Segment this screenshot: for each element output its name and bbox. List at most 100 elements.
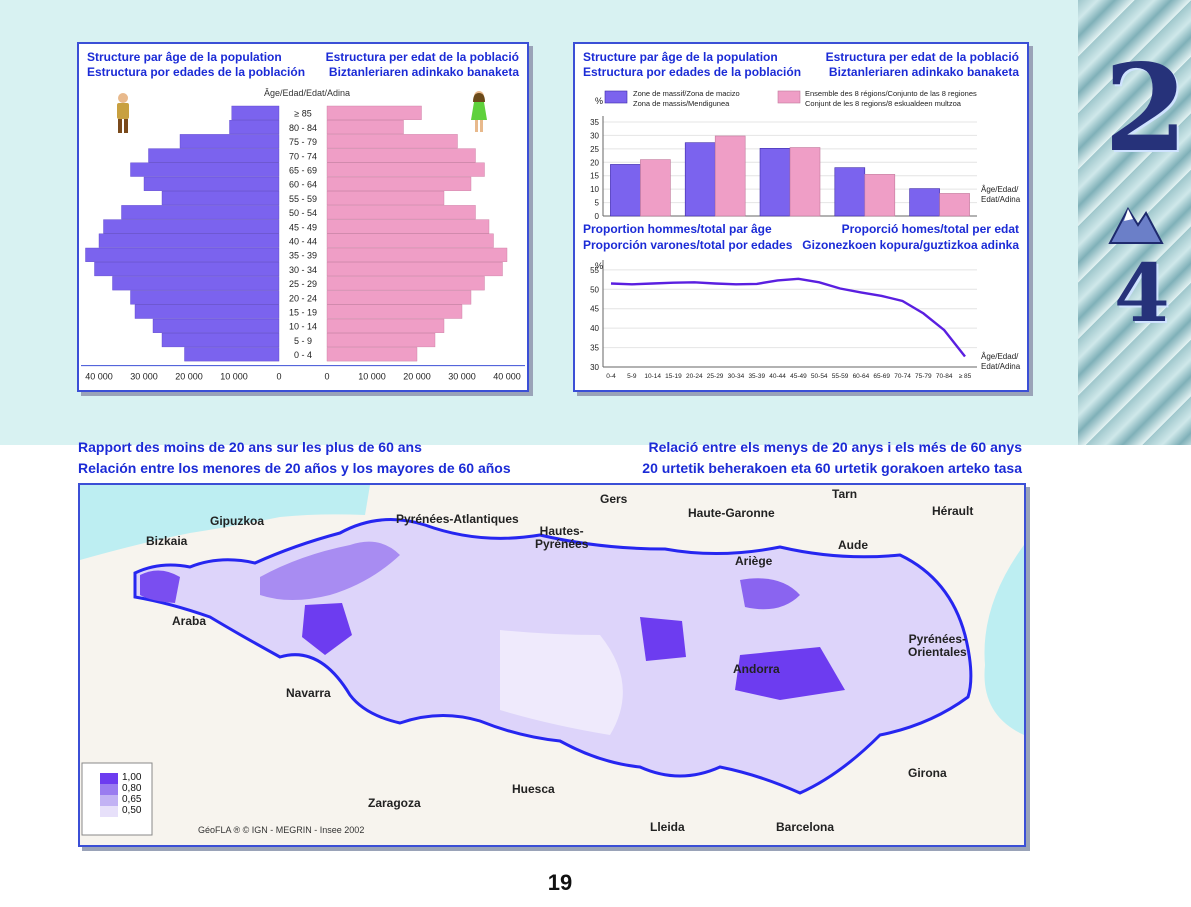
side-digit-bottom: 4 [1114, 246, 1170, 340]
page-number: 19 [547, 870, 573, 895]
map-place-label: Navarra [286, 686, 331, 700]
ratio-x-tick: 65-69 [873, 373, 890, 380]
pyramid-male-bar [130, 290, 280, 305]
pyramid-tick-right: 20 000 [403, 372, 431, 382]
pyramid-title-fr: Structure par âge de la population [87, 50, 282, 64]
ratio-x-tick: 30-34 [728, 373, 745, 380]
bars-y-tick: 20 [590, 158, 599, 167]
map-title-es: Relación entre los menores de 20 años y … [78, 460, 511, 476]
map-place-label: Barcelona [776, 820, 835, 834]
pyramid-female-bar [326, 190, 445, 206]
map-place-label: Huesca [512, 782, 555, 796]
pyramid-female-bar [326, 318, 445, 333]
map-title-fr: Rapport des moins de 20 ans sur les plus… [78, 439, 422, 455]
side-digit-top: 2 [1104, 38, 1188, 179]
map-legend-label: 1,00 [122, 772, 142, 783]
pyramid-female-bar [326, 219, 490, 234]
ratio-x-tick: 0-4 [606, 373, 616, 380]
pyramid-age-label: 80 - 84 [289, 123, 317, 133]
bars-y-tick: 5 [595, 199, 600, 208]
pyramid-age-label: 50 - 54 [289, 208, 317, 218]
pyramid-female-bar [326, 134, 458, 149]
ratio-y-tick: 40 [590, 324, 599, 333]
bars-regions-bar [864, 174, 896, 217]
pyramid-male-bar [134, 304, 280, 319]
map-legend-label: 0,65 [122, 794, 142, 805]
ratio-y-tick: 30 [590, 363, 599, 372]
ratio-x-tick: 50-54 [811, 373, 828, 380]
pyramid-male-bar [161, 190, 280, 206]
bars-y-tick: 10 [590, 185, 599, 194]
pyramid-age-label: 75 - 79 [289, 137, 317, 147]
pyramid-female-bar [326, 205, 476, 220]
pyramid-title-ca: Estructura per edat de la població [325, 50, 519, 64]
bars-y-tick: 35 [590, 118, 599, 127]
bars-title-fr: Structure par âge de la population [583, 50, 778, 64]
region-low-center [500, 630, 623, 735]
pyramid-age-label: 35 - 39 [289, 251, 317, 261]
pyramid-female-bar [326, 276, 485, 291]
man-icon [117, 93, 129, 133]
bars-regions-bar [640, 159, 671, 217]
map-place-label: Girona [908, 766, 947, 780]
ratio-x-tick: 25-29 [707, 373, 724, 380]
pyramid-tick-left: 30 000 [130, 372, 158, 382]
pyramid-age-label: 30 - 34 [289, 265, 317, 275]
bars-massif-bar [759, 148, 791, 217]
map-place-label: Tarn [832, 487, 858, 501]
age-structure-panel: Structure par âge de la population Estru… [573, 42, 1029, 392]
pyramid-male-bar [229, 120, 280, 135]
pyramid-male-bar [179, 134, 280, 149]
pyramid-age-label: 40 - 44 [289, 237, 317, 247]
map-place-label: Zaragoza [368, 796, 421, 810]
choropleth-map: 1,00 0,80 0,65 0,50 Gers Tarn Hérault Haute-Ga… [78, 483, 1026, 847]
pyramid-female-bar [326, 247, 508, 262]
bars-title-ca: Estructura per edat de la població [825, 50, 1019, 64]
bars-regions-bar [714, 135, 746, 217]
bars-massif-bar [909, 188, 940, 217]
bars-legend-massif-label: Zone de massif/Zona de macizo [633, 89, 740, 98]
ratio-y-tick: 55 [590, 266, 599, 275]
region-central-peak [640, 617, 686, 661]
sea-biscay [80, 485, 370, 560]
bars-y-tick: 15 [590, 172, 599, 181]
map-place-label: Gipuzkoa [210, 514, 265, 528]
pyramid-age-label: 20 - 24 [289, 293, 317, 303]
pyramid-female-bar [326, 332, 436, 348]
map-place-label: Aude [838, 538, 868, 552]
pyramid-age-label: 5 - 9 [294, 336, 312, 346]
pyramid-age-label: 10 - 14 [289, 322, 317, 332]
bars-y-tick: 0 [595, 212, 600, 219]
pyramid-male-bar [231, 105, 280, 120]
bars-massif-bar [684, 142, 716, 217]
region-andorra-peak [735, 647, 845, 700]
pyramid-female-bar [326, 261, 503, 277]
ratio-x-axis-label: Âge/Edad/ [981, 352, 1019, 361]
map-place-label: Pyrénées- Orientales [908, 632, 967, 659]
bars-y-tick: 25 [590, 145, 599, 154]
pyramid-female-bar [326, 105, 422, 120]
bars-title-eu: Biztanleriaren adinkako banaketa [828, 65, 1019, 79]
pyramid-male-bar [130, 162, 280, 177]
pyramid-female-bar [326, 290, 472, 305]
ratio-x-tick: ≥ 85 [959, 373, 972, 380]
ratio-title-es: Proporción varones/total por edades [583, 238, 793, 252]
map-place-label: Andorra [733, 662, 780, 676]
sea-mediterranean [984, 545, 1024, 735]
pyramid-male-bar [143, 176, 280, 191]
ratio-x-tick: 70-74 [894, 373, 911, 380]
bars-regions-bar [939, 193, 970, 217]
map-credit: GéoFLA ® © IGN - MEGRIN - Insee 2002 [198, 825, 365, 835]
pyramid-age-label: 0 - 4 [294, 350, 312, 360]
pyramid-male-bar [184, 347, 280, 362]
ratio-x-axis-label: Edat/Adina [981, 362, 1021, 371]
bars-massif-bar [610, 164, 641, 217]
pyramid-male-bar [98, 233, 280, 248]
map-place-label: Ariège [735, 554, 773, 568]
pyramid-male-bar [152, 318, 280, 333]
map-place-label: Hérault [932, 504, 974, 518]
bars-y-tick: 30 [590, 131, 599, 140]
pyramid-female-bar [326, 120, 404, 135]
pyramid-age-label: ≥ 85 [294, 109, 311, 119]
